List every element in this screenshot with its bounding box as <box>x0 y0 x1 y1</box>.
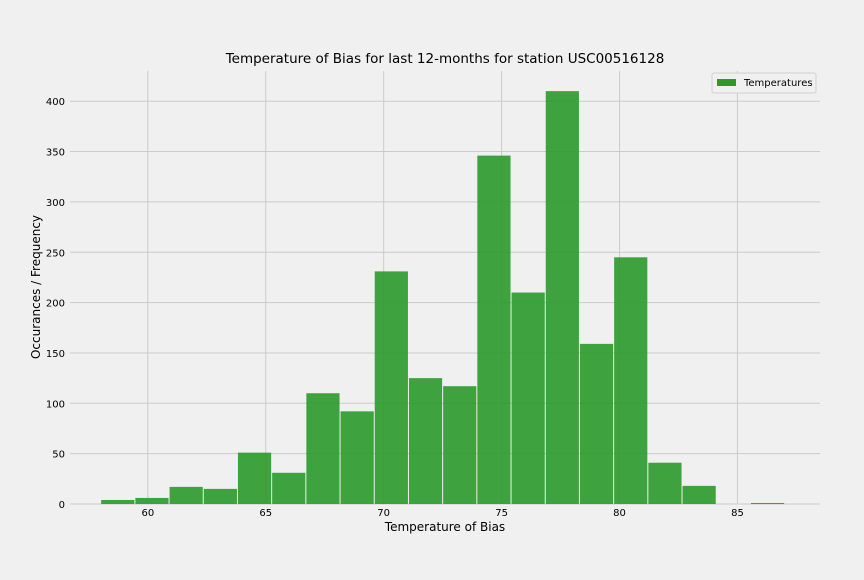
histogram-bar <box>614 257 648 504</box>
legend-swatch <box>717 79 736 86</box>
x-tick-label: 70 <box>377 508 390 519</box>
histogram-bar <box>203 488 237 504</box>
histogram-bar <box>135 497 169 504</box>
histogram-bar <box>101 499 135 504</box>
histogram-bar <box>340 411 374 504</box>
y-tick-label: 300 <box>46 198 65 209</box>
histogram-bar <box>750 502 785 504</box>
legend-box <box>711 72 817 94</box>
histogram-bar <box>272 472 306 504</box>
histogram-bar <box>443 386 477 504</box>
x-axis-label: Temperature of Bias <box>384 520 505 534</box>
histogram-bar <box>237 452 272 504</box>
y-tick-labels: 0 50 100 150 200 250 300 350 400 <box>46 97 65 511</box>
histogram-bar <box>306 393 340 504</box>
y-tick-label: 100 <box>46 399 65 410</box>
histogram-bar <box>169 486 203 504</box>
histogram-bar <box>511 292 545 504</box>
histogram-bar <box>477 155 511 504</box>
histogram-bar <box>648 462 682 504</box>
y-tick-label: 50 <box>52 450 65 461</box>
histogram-bar <box>408 378 443 504</box>
x-tick-label: 85 <box>731 508 744 519</box>
legend: Temperatures <box>711 72 817 94</box>
y-tick-label: 350 <box>46 148 65 159</box>
y-axis-label: Occurances / Frequency <box>29 215 43 359</box>
legend-label: Temperatures <box>743 78 813 89</box>
histogram-bars <box>101 91 785 505</box>
histogram-bar <box>374 271 408 504</box>
histogram-bar <box>682 485 716 504</box>
x-tick-label: 80 <box>613 508 626 519</box>
histogram-bar <box>545 91 579 505</box>
y-tick-label: 0 <box>59 500 65 511</box>
histogram-bar <box>579 343 614 504</box>
x-tick-label: 65 <box>259 508 272 519</box>
x-tick-label: 75 <box>495 508 508 519</box>
chart-title: Temperature of Bias for last 12-months f… <box>225 51 665 67</box>
x-tick-label: 60 <box>141 508 154 519</box>
y-tick-label: 200 <box>46 299 65 310</box>
y-tick-label: 150 <box>46 349 65 360</box>
y-tick-label: 400 <box>46 97 65 108</box>
x-tick-labels: 60 65 70 75 80 85 <box>141 508 743 519</box>
y-tick-label: 250 <box>46 248 65 259</box>
